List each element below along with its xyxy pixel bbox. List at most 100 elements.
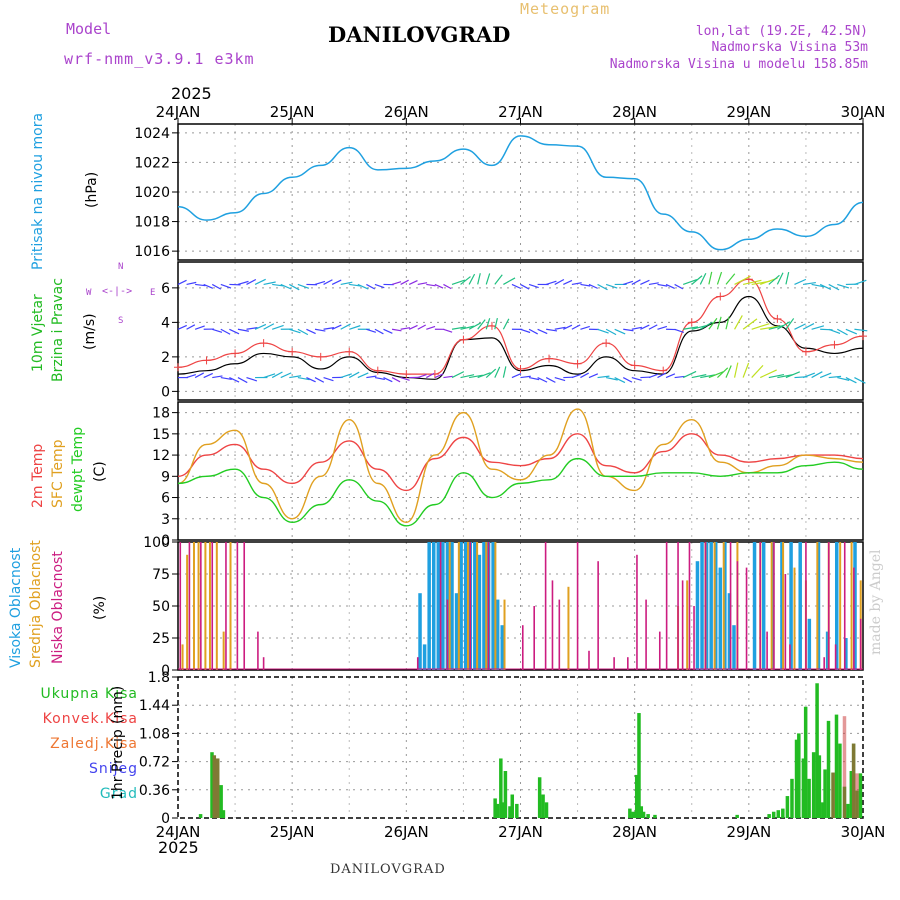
cloud-mid-bar [485, 542, 488, 670]
precip-total-bar [735, 814, 739, 818]
legend-snijeg: Snijeg [88, 761, 138, 777]
wind-arrow [349, 325, 361, 330]
wind-arrow [588, 373, 599, 379]
wind-arrow [691, 325, 707, 330]
wind-arrow [400, 377, 410, 381]
cloud-low-bar [627, 657, 629, 670]
precip-total-bar [797, 733, 801, 818]
cloud-high-bar [752, 542, 757, 670]
ytick-label-temperature: 15 [152, 427, 170, 443]
wind-gust-marker [716, 292, 725, 301]
wind-arrow [828, 283, 840, 291]
wind-arrow [374, 328, 384, 335]
wind-arrow [811, 283, 825, 288]
precip-total-bar [221, 810, 226, 818]
wind-arrow [794, 278, 807, 285]
precip-total-bar [767, 814, 771, 818]
wind-arrow [485, 318, 491, 330]
wind-arrow [460, 374, 475, 379]
wind-arrow [546, 328, 558, 332]
wind-arrow [443, 283, 452, 290]
cloud-low-bar [688, 542, 691, 670]
wind-arrow [426, 283, 436, 287]
precip-total-bar [541, 794, 545, 818]
legend-ukupna: Ukupna Kisa [40, 686, 138, 702]
cloud-mid-bar [222, 631, 225, 670]
wind-arrow [348, 371, 360, 379]
wind-arrow [682, 370, 697, 379]
wind-arrow [854, 377, 866, 384]
wind-arrow [631, 376, 642, 381]
wind-arrow [828, 375, 842, 379]
cloud-low-bar [188, 542, 191, 670]
precip-total-bar [858, 773, 863, 818]
wind-gust-marker [231, 349, 240, 358]
wind-arrow [323, 279, 333, 285]
wind-arrow [640, 279, 650, 285]
wind-gust-marker [659, 366, 668, 375]
wind-arrow [768, 274, 780, 285]
wind-arrow [716, 271, 723, 285]
precip-total-bar [544, 802, 549, 818]
cloud-low-bar [487, 542, 490, 670]
wind-arrow [280, 372, 292, 379]
cloud-high-bar [761, 542, 766, 670]
wind-arrow [657, 283, 668, 287]
wind-arrow [443, 375, 453, 379]
precip-convective-bar [215, 758, 220, 818]
precip-total-bar [631, 811, 636, 818]
wind-arrow [477, 273, 481, 285]
cloud-high-bar [789, 542, 793, 670]
wind-arrow [289, 283, 300, 291]
wind-arrow [366, 283, 376, 290]
wind-arrow [605, 283, 618, 289]
precip-total-bar [495, 803, 500, 818]
wind-arrow [845, 328, 858, 335]
wind-arrow [588, 283, 598, 289]
cloud-high-bar [713, 542, 718, 670]
wind-gust-marker [516, 364, 525, 373]
cloud-mid-bar [476, 542, 479, 670]
wind-arrow [408, 279, 418, 285]
product-title: Meteogram [520, 0, 611, 18]
cloud-high-bar [853, 542, 857, 670]
cloud-mid-bar [448, 542, 451, 670]
wind-arrow [580, 372, 589, 379]
cloud-low-bar [693, 606, 695, 670]
cloud-high-bar [427, 542, 431, 670]
wind-gust-marker [830, 340, 839, 349]
wind-arrow [691, 374, 707, 379]
wind-arrow [408, 324, 418, 330]
wind-arrow [794, 323, 806, 330]
cloud-high-bar [844, 638, 848, 670]
wind-arrow [622, 377, 633, 383]
date-label-bottom-27JAN: 27JAN [498, 823, 543, 841]
wind-gust-marker [373, 366, 382, 375]
wind-gust-marker [402, 370, 411, 379]
ytick-label-temperature: 9 [161, 469, 170, 485]
wind-arrow [314, 377, 325, 383]
precip-total-bar [807, 778, 811, 818]
wind-arrow [811, 325, 825, 330]
wind-gust-marker [801, 347, 810, 356]
date-label-top-27JAN: 27JAN [498, 103, 543, 121]
wind-arrow [331, 279, 342, 285]
cloud-mid-bar [215, 542, 218, 670]
frame-precip [177, 676, 864, 819]
precip-total-bar [634, 774, 639, 818]
cloud-low-bar [766, 631, 768, 670]
wind-arrow [357, 283, 369, 290]
model-label: Model [66, 20, 112, 38]
precip-total-bar [826, 720, 831, 818]
wind-arrow [186, 373, 197, 379]
wind-arrow [648, 282, 659, 286]
cloud-high-bar [450, 542, 454, 670]
cloud-high-bar [780, 542, 784, 670]
precip-total-bar [794, 739, 799, 818]
wind-arrow [845, 377, 857, 384]
wind-gust-marker [316, 352, 325, 361]
cloud-mid-bar [503, 599, 506, 670]
ytick-label-clouds: 75 [152, 567, 170, 583]
elevation-label: Nadmorska Visina 53m [711, 40, 868, 55]
wind-arrow [854, 279, 867, 285]
